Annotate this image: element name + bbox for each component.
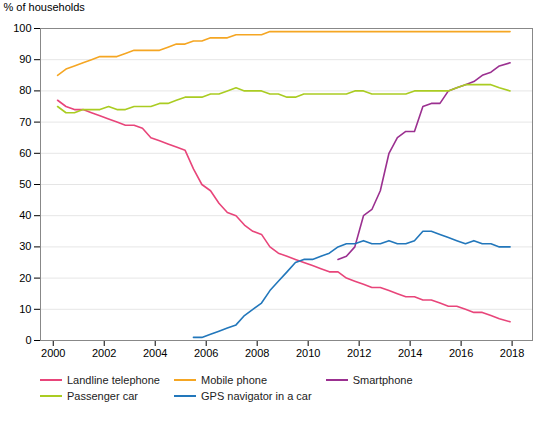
svg-text:100: 100 — [13, 22, 31, 34]
svg-text:2012: 2012 — [347, 347, 371, 359]
svg-text:2014: 2014 — [398, 347, 422, 359]
html-text:GPS navigator in a car: GPS navigator in a car — [201, 390, 312, 402]
svg-text:2004: 2004 — [143, 347, 167, 359]
html-text:Smartphone: Smartphone — [352, 374, 413, 386]
svg-text:2018: 2018 — [500, 347, 524, 359]
svg-text:70: 70 — [19, 116, 31, 128]
svg-text:40: 40 — [19, 209, 31, 221]
svg-text:2016: 2016 — [449, 347, 473, 359]
svg-text:0: 0 — [25, 334, 31, 346]
svg-text:% of households: % of households — [4, 1, 86, 13]
svg-text:90: 90 — [19, 53, 31, 65]
svg-text:80: 80 — [19, 84, 31, 96]
svg-text:30: 30 — [19, 240, 31, 252]
html-text:Passenger car: Passenger car — [67, 390, 138, 402]
html-text:Landline telephone: Landline telephone — [67, 374, 160, 386]
svg-text:2010: 2010 — [296, 347, 320, 359]
svg-text:2008: 2008 — [245, 347, 269, 359]
svg-text:60: 60 — [19, 147, 31, 159]
html-text:Mobile phone: Mobile phone — [201, 374, 267, 386]
svg-text:10: 10 — [19, 303, 31, 315]
svg-text:2006: 2006 — [194, 347, 218, 359]
svg-text:2002: 2002 — [92, 347, 116, 359]
svg-text:50: 50 — [19, 178, 31, 190]
svg-text:2000: 2000 — [41, 347, 65, 359]
svg-text:20: 20 — [19, 272, 31, 284]
